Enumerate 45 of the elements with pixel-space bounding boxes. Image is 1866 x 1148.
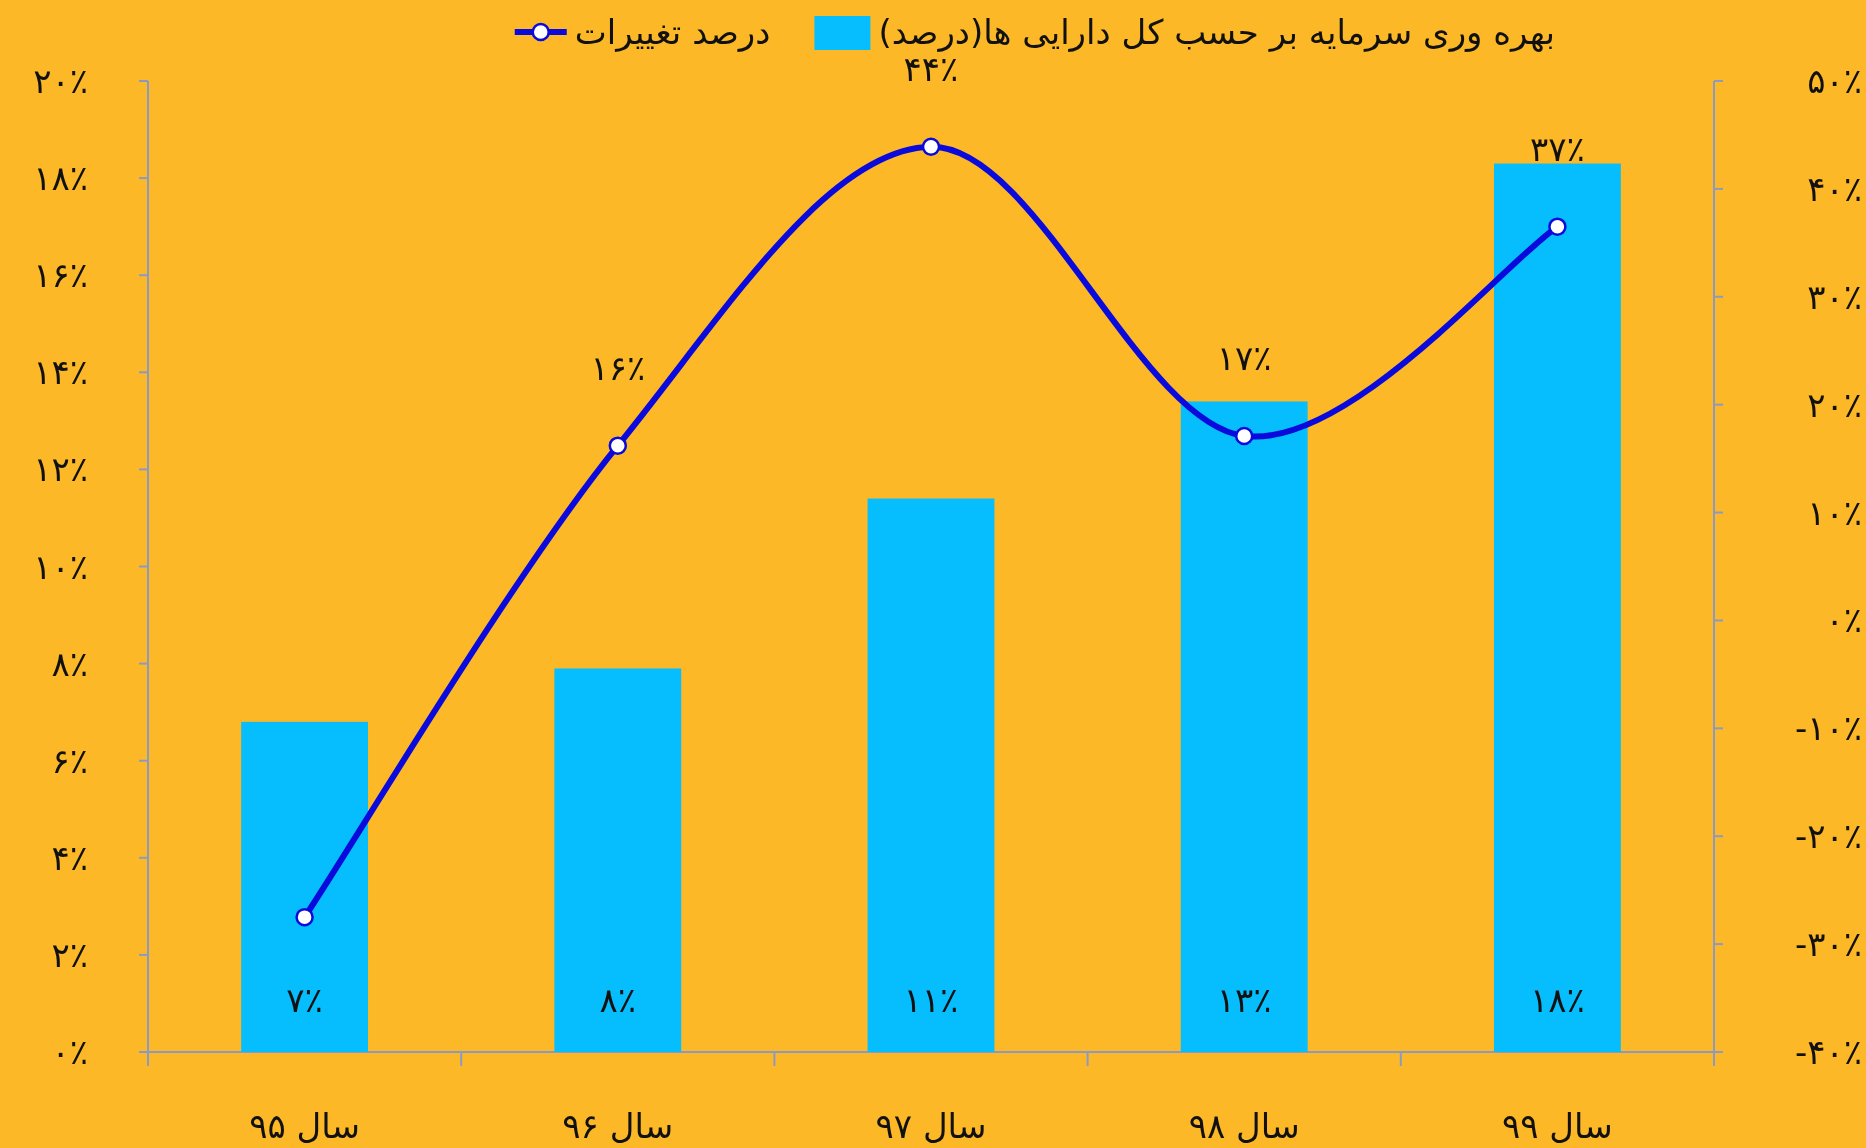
y-tick-label: ۸٪	[51, 643, 88, 684]
point	[295, 907, 314, 927]
point	[1548, 217, 1567, 236]
bar	[1493, 163, 1621, 1052]
data-label: ۱۶٪	[590, 347, 646, 388]
y2-tick-label: -۲۰٪	[1794, 816, 1862, 857]
x-tick-label: سال ۹۸	[1188, 1106, 1300, 1146]
y-tick-label: ۰٪	[51, 1032, 88, 1072]
data-label: ۱۳٪	[1216, 980, 1272, 1020]
data-label: ۱۱٪	[903, 980, 959, 1020]
point	[608, 436, 628, 455]
y-tick-label: ۱۶٪	[33, 255, 88, 296]
x-tick-label: سال ۹۹	[1501, 1106, 1613, 1146]
bar	[554, 668, 682, 1052]
y-tick-label: ۲۰٪	[33, 61, 88, 101]
y2-tick-label: ۴۰٪	[1807, 168, 1862, 209]
y-tick-label: ۲٪	[51, 934, 88, 975]
bar	[241, 721, 369, 1052]
y2-tick-label: -۱۰٪	[1794, 708, 1862, 749]
bar	[1180, 401, 1308, 1052]
x-tick-label: سال ۹۵	[249, 1106, 361, 1146]
data-label: ۷٪	[286, 980, 323, 1020]
x-tick-label: سال ۹۷	[875, 1106, 987, 1146]
data-label: ۱۸٪	[1530, 980, 1585, 1020]
y2-tick-label: ۰٪	[1825, 600, 1862, 641]
y2-tick-label: -۳۰٪	[1794, 924, 1862, 965]
legend-label: درصد تغییرات	[574, 12, 771, 53]
point	[1234, 426, 1254, 446]
y-tick-label: ۱۰٪	[33, 546, 88, 587]
y-tick-label: ۱۸٪	[33, 158, 88, 199]
y2-tick-label: -۴۰٪	[1794, 1032, 1862, 1072]
y-tick-label: ۴٪	[51, 837, 88, 878]
data-label: ۱۷٪	[1216, 337, 1272, 378]
x-tick-label: سال ۹۶	[562, 1106, 674, 1146]
bar	[867, 498, 995, 1052]
y2-tick-label: ۲۰٪	[1807, 384, 1862, 425]
data-label: ۳۷٪	[1530, 128, 1585, 169]
y2-tick-label: ۱۰٪	[1807, 492, 1862, 533]
y2-tick-label: ۵۰٪	[1807, 61, 1862, 101]
data-label: ۸٪	[599, 980, 637, 1020]
y2-tick-label: ۳۰٪	[1807, 276, 1862, 317]
y-tick-label: ۱۴٪	[33, 352, 88, 393]
y-tick-label: ۱۲٪	[33, 449, 88, 490]
y-tick-label: ۶٪	[51, 740, 88, 781]
point	[921, 137, 941, 157]
